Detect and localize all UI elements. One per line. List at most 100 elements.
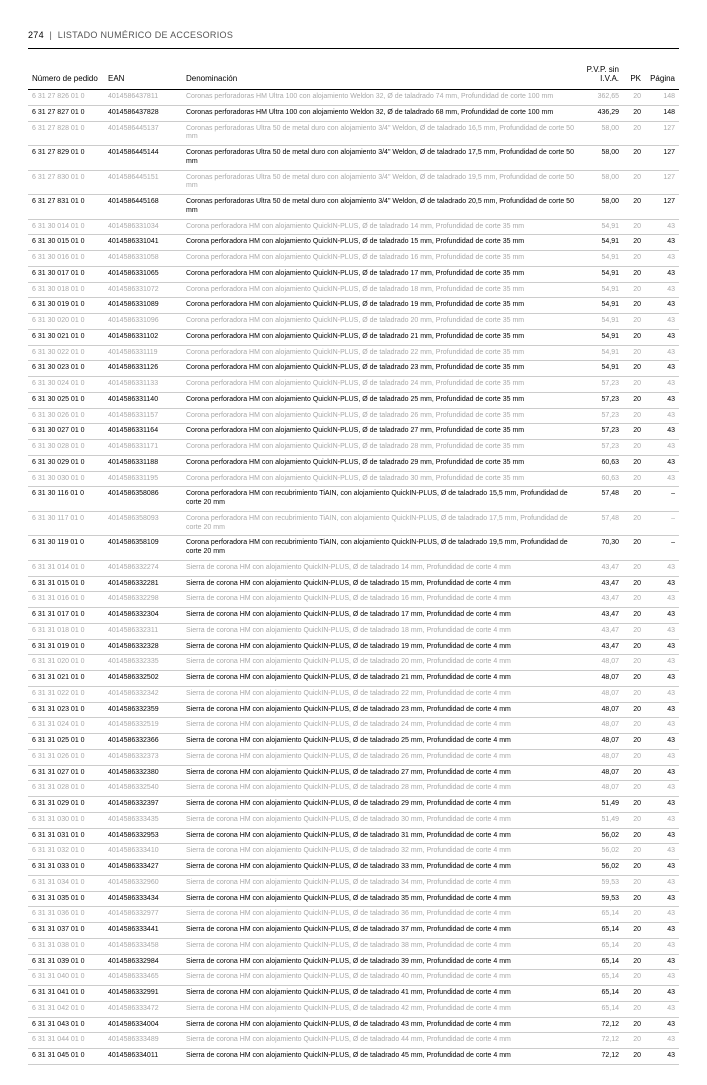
table-row: 6 31 31 029 01 04014586332397Sierra de c… <box>28 797 679 813</box>
cell-pg: 43 <box>645 235 679 251</box>
cell-pvp: 57,48 <box>581 511 623 536</box>
cell-pk: 20 <box>623 361 645 377</box>
cell-pk: 20 <box>623 1001 645 1017</box>
cell-pk: 20 <box>623 298 645 314</box>
cell-pvp: 59,53 <box>581 875 623 891</box>
table-row: 6 31 31 032 01 04014586333410Sierra de c… <box>28 844 679 860</box>
cell-pk: 20 <box>623 1033 645 1049</box>
cell-ean: 4014586332991 <box>104 986 182 1002</box>
cell-desc: Corona perforadora HM con alojamiento Qu… <box>182 408 581 424</box>
cell-pk: 20 <box>623 536 645 561</box>
col-pg: Página <box>645 59 679 90</box>
cell-num: 6 31 30 023 01 0 <box>28 361 104 377</box>
table-row: 6 31 31 033 01 04014586333427Sierra de c… <box>28 860 679 876</box>
cell-ean: 4014586333472 <box>104 1001 182 1017</box>
cell-pk: 20 <box>623 749 645 765</box>
cell-pg: 43 <box>645 471 679 487</box>
table-row: 6 31 31 018 01 04014586332311Sierra de c… <box>28 623 679 639</box>
cell-ean: 4014586331140 <box>104 392 182 408</box>
cell-ean: 4014586332311 <box>104 623 182 639</box>
cell-desc: Corona perforadora HM con alojamiento Qu… <box>182 392 581 408</box>
cell-pvp: 48,07 <box>581 734 623 750</box>
cell-desc: Sierra de corona HM con alojamiento Quic… <box>182 560 581 576</box>
cell-desc: Sierra de corona HM con alojamiento Quic… <box>182 828 581 844</box>
cell-ean: 4014586332373 <box>104 749 182 765</box>
cell-num: 6 31 31 045 01 0 <box>28 1049 104 1065</box>
cell-ean: 4014586358093 <box>104 511 182 536</box>
cell-ean: 4014586332519 <box>104 718 182 734</box>
cell-ean: 4014586331133 <box>104 377 182 393</box>
cell-pk: 20 <box>623 686 645 702</box>
cell-num: 6 31 30 119 01 0 <box>28 536 104 561</box>
cell-num: 6 31 31 038 01 0 <box>28 938 104 954</box>
cell-pk: 20 <box>623 954 645 970</box>
table-row: 6 31 30 021 01 04014586331102Corona perf… <box>28 329 679 345</box>
table-row: 6 31 30 016 01 04014586331058Corona perf… <box>28 251 679 267</box>
cell-pk: 20 <box>623 671 645 687</box>
cell-num: 6 31 31 041 01 0 <box>28 986 104 1002</box>
cell-ean: 4014586333434 <box>104 891 182 907</box>
cell-ean: 4014586331164 <box>104 424 182 440</box>
cell-pg: 43 <box>645 749 679 765</box>
table-row: 6 31 31 038 01 04014586333458Sierra de c… <box>28 938 679 954</box>
cell-desc: Sierra de corona HM con alojamiento Quic… <box>182 671 581 687</box>
table-row: 6 31 31 027 01 04014586332380Sierra de c… <box>28 765 679 781</box>
cell-ean: 4014586331188 <box>104 455 182 471</box>
cell-desc: Sierra de corona HM con alojamiento Quic… <box>182 655 581 671</box>
cell-pg: 43 <box>645 986 679 1002</box>
cell-desc: Sierra de corona HM con alojamiento Quic… <box>182 765 581 781</box>
cell-pg: 148 <box>645 105 679 121</box>
cell-pvp: 48,07 <box>581 749 623 765</box>
cell-num: 6 31 30 030 01 0 <box>28 471 104 487</box>
cell-pg: 43 <box>645 797 679 813</box>
table-row: 6 31 30 030 01 04014586331195Corona perf… <box>28 471 679 487</box>
cell-pg: 43 <box>645 314 679 330</box>
table-row: 6 31 31 020 01 04014586332335Sierra de c… <box>28 655 679 671</box>
cell-num: 6 31 30 016 01 0 <box>28 251 104 267</box>
cell-pk: 20 <box>623 471 645 487</box>
cell-pvp: 54,91 <box>581 361 623 377</box>
cell-pk: 20 <box>623 1017 645 1033</box>
cell-pk: 20 <box>623 105 645 121</box>
table-row: 6 31 30 028 01 04014586331171Corona perf… <box>28 440 679 456</box>
table-row: 6 31 27 831 01 04014586445168Coronas per… <box>28 195 679 220</box>
cell-ean: 4014586333441 <box>104 923 182 939</box>
cell-ean: 4014586332328 <box>104 639 182 655</box>
cell-num: 6 31 31 018 01 0 <box>28 623 104 639</box>
cell-desc: Coronas perforadoras Ultra 50 de metal d… <box>182 195 581 220</box>
cell-pvp: 72,12 <box>581 1017 623 1033</box>
cell-desc: Corona perforadora HM con alojamiento Qu… <box>182 345 581 361</box>
cell-pvp: 51,49 <box>581 797 623 813</box>
cell-num: 6 31 31 036 01 0 <box>28 907 104 923</box>
table-row: 6 31 31 039 01 04014586332984Sierra de c… <box>28 954 679 970</box>
cell-pg: 43 <box>645 875 679 891</box>
cell-pg: 43 <box>645 1017 679 1033</box>
cell-ean: 4014586333410 <box>104 844 182 860</box>
cell-pk: 20 <box>623 90 645 106</box>
cell-pg: 127 <box>645 170 679 195</box>
cell-ean: 4014586332540 <box>104 781 182 797</box>
cell-desc: Sierra de corona HM con alojamiento Quic… <box>182 954 581 970</box>
cell-desc: Sierra de corona HM con alojamiento Quic… <box>182 1033 581 1049</box>
cell-pg: 127 <box>645 121 679 146</box>
cell-pvp: 54,91 <box>581 251 623 267</box>
cell-num: 6 31 30 028 01 0 <box>28 440 104 456</box>
cell-pk: 20 <box>623 235 645 251</box>
cell-pvp: 48,07 <box>581 655 623 671</box>
cell-ean: 4014586332281 <box>104 576 182 592</box>
cell-pk: 20 <box>623 938 645 954</box>
cell-desc: Sierra de corona HM con alojamiento Quic… <box>182 812 581 828</box>
cell-desc: Sierra de corona HM con alojamiento Quic… <box>182 576 581 592</box>
cell-desc: Corona perforadora HM con alojamiento Qu… <box>182 440 581 456</box>
cell-pvp: 48,07 <box>581 781 623 797</box>
cell-pvp: 43,47 <box>581 623 623 639</box>
cell-ean: 4014586331102 <box>104 329 182 345</box>
table-row: 6 31 31 036 01 04014586332977Sierra de c… <box>28 907 679 923</box>
cell-desc: Coronas perforadoras Ultra 50 de metal d… <box>182 146 581 171</box>
cell-ean: 4014586332502 <box>104 671 182 687</box>
cell-pk: 20 <box>623 860 645 876</box>
cell-ean: 4014586445137 <box>104 121 182 146</box>
cell-num: 6 31 30 027 01 0 <box>28 424 104 440</box>
table-row: 6 31 31 014 01 04014586332274Sierra de c… <box>28 560 679 576</box>
cell-pvp: 436,29 <box>581 105 623 121</box>
